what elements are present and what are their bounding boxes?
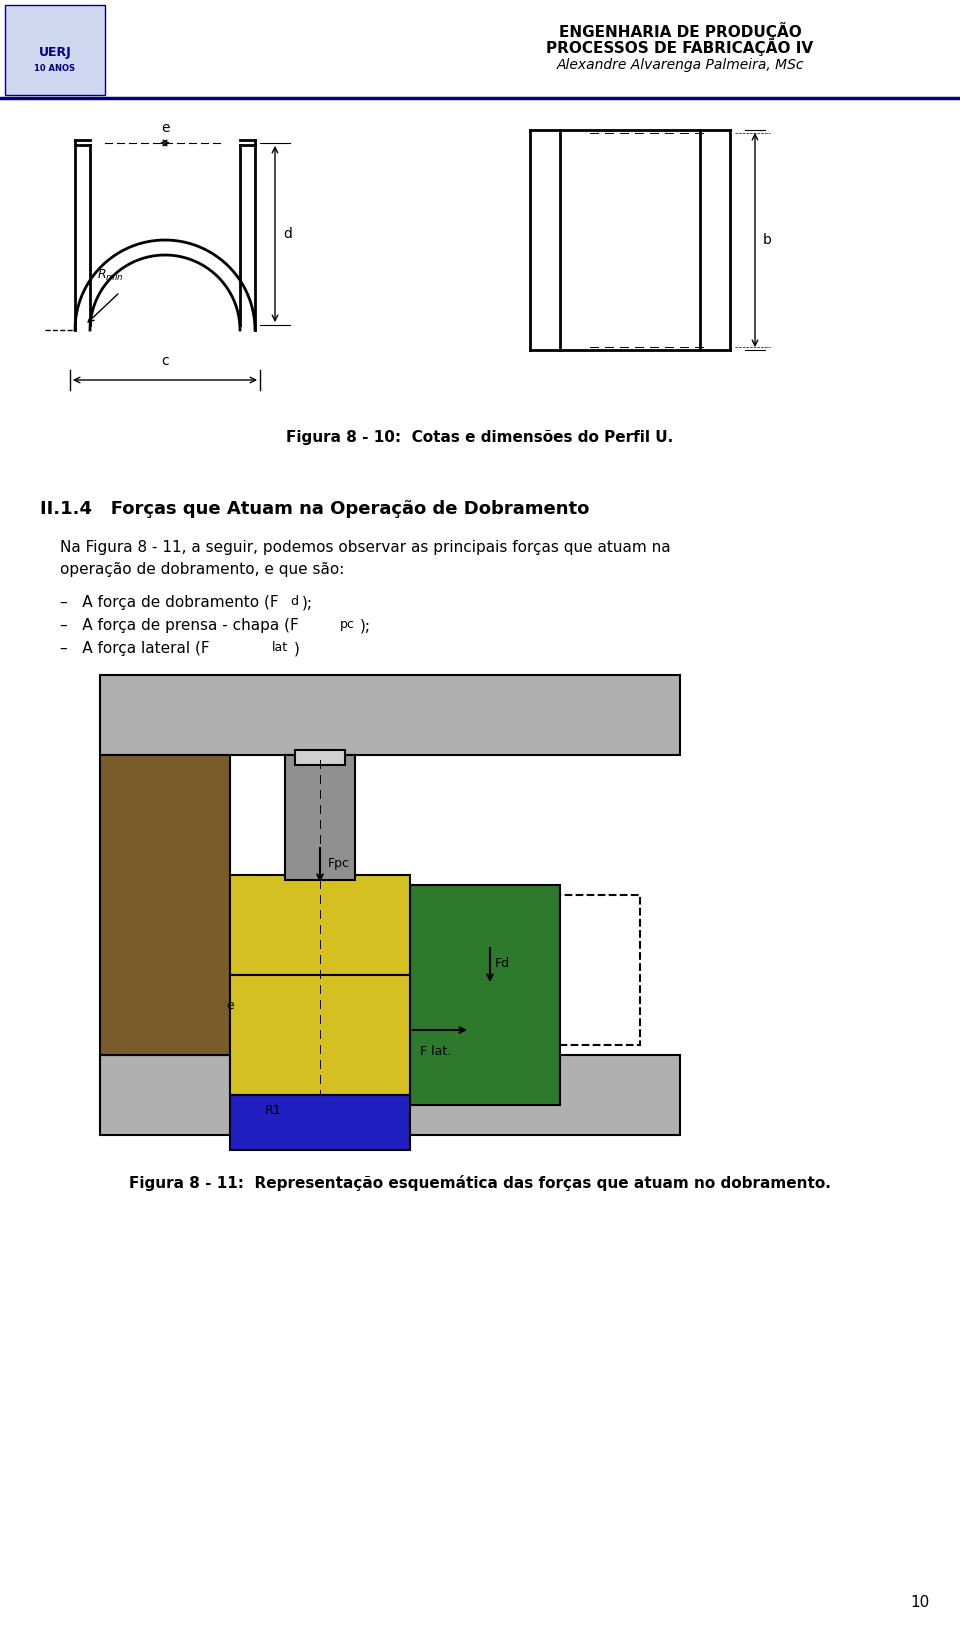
Text: pc: pc: [340, 618, 355, 631]
Text: d: d: [290, 595, 298, 608]
Text: $R_{min}$: $R_{min}$: [97, 268, 123, 283]
Text: ENGENHARIA DE PRODUÇÃO: ENGENHARIA DE PRODUÇÃO: [559, 21, 802, 39]
Bar: [100, 1055, 680, 1135]
Text: c: c: [161, 355, 169, 368]
Text: F lat.: F lat.: [420, 1045, 451, 1058]
Text: Na Figura 8 - 11, a seguir, podemos observar as principais forças que atuam na
o: Na Figura 8 - 11, a seguir, podemos obse…: [60, 540, 671, 577]
Text: PROCESSOS DE FABRICAÇÃO IV: PROCESSOS DE FABRICAÇÃO IV: [546, 38, 813, 56]
Text: R1: R1: [265, 1104, 281, 1117]
Bar: [100, 755, 230, 1055]
Bar: [230, 1095, 410, 1149]
Text: b: b: [763, 234, 772, 247]
Text: –   A força de prensa - chapa (F: – A força de prensa - chapa (F: [60, 618, 299, 633]
Text: Figura 8 - 10:  Cotas e dimensões do Perfil U.: Figura 8 - 10: Cotas e dimensões do Perf…: [286, 430, 674, 445]
FancyBboxPatch shape: [5, 5, 105, 95]
Text: ): ): [294, 641, 300, 656]
Bar: [410, 894, 640, 1045]
Text: d: d: [283, 227, 292, 240]
Text: Fpc: Fpc: [328, 857, 350, 870]
Text: e: e: [160, 121, 169, 136]
Bar: [295, 750, 345, 765]
Text: –   A força de dobramento (F: – A força de dobramento (F: [60, 595, 278, 610]
Text: 10 ANOS: 10 ANOS: [35, 64, 76, 72]
Text: II.1.4   Forças que Atuam na Operação de Dobramento: II.1.4 Forças que Atuam na Operação de D…: [40, 500, 589, 518]
Bar: [100, 675, 680, 755]
Text: );: );: [302, 595, 313, 610]
Text: Fd: Fd: [495, 956, 510, 970]
Text: lat: lat: [272, 641, 288, 654]
Bar: [285, 755, 355, 880]
Text: –   A força lateral (F: – A força lateral (F: [60, 641, 209, 656]
Text: e: e: [227, 999, 234, 1012]
Bar: [230, 974, 410, 1095]
Text: UERJ: UERJ: [38, 46, 71, 59]
Text: Figura 8 - 11:  Representação esquemática das forças que atuam no dobramento.: Figura 8 - 11: Representação esquemática…: [129, 1176, 831, 1190]
Text: );: );: [360, 618, 371, 633]
Bar: [410, 885, 560, 1105]
Text: Alexandre Alvarenga Palmeira, MSc: Alexandre Alvarenga Palmeira, MSc: [556, 57, 804, 72]
Bar: [230, 875, 410, 974]
Text: 10: 10: [911, 1596, 930, 1610]
